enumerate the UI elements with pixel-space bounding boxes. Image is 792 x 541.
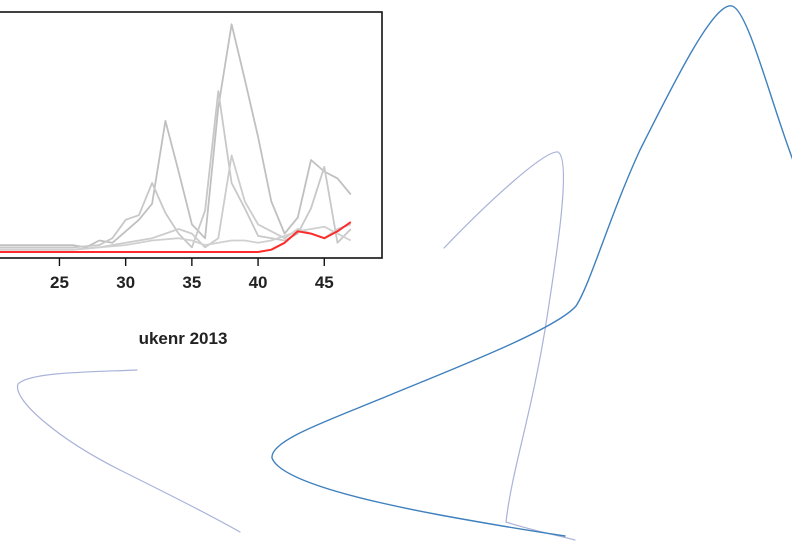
- series-line-4: [0, 225, 352, 251]
- decor-curve-light-lower: [16, 369, 241, 533]
- series-line-3: [0, 154, 352, 251]
- series-line-5: [0, 221, 352, 253]
- x-tick-label: 25: [50, 273, 69, 292]
- decorative-curves: [16, 5, 792, 541]
- x-tick-label: 40: [249, 273, 268, 292]
- plot-frame: [0, 11, 383, 259]
- x-tick-label: 45: [315, 273, 334, 292]
- x-tick-label: 35: [182, 273, 201, 292]
- series-line-1: [0, 23, 352, 249]
- series-line-2: [0, 90, 352, 249]
- decor-curve-blue: [271, 5, 792, 537]
- x-axis-title: ukenr 2013: [139, 329, 228, 348]
- x-tick-label: 30: [116, 273, 135, 292]
- decor-curve-light-upper: [443, 151, 576, 541]
- x-axis-ticks: 25 30 35 40 45: [50, 258, 334, 292]
- plot-area: [0, 11, 383, 259]
